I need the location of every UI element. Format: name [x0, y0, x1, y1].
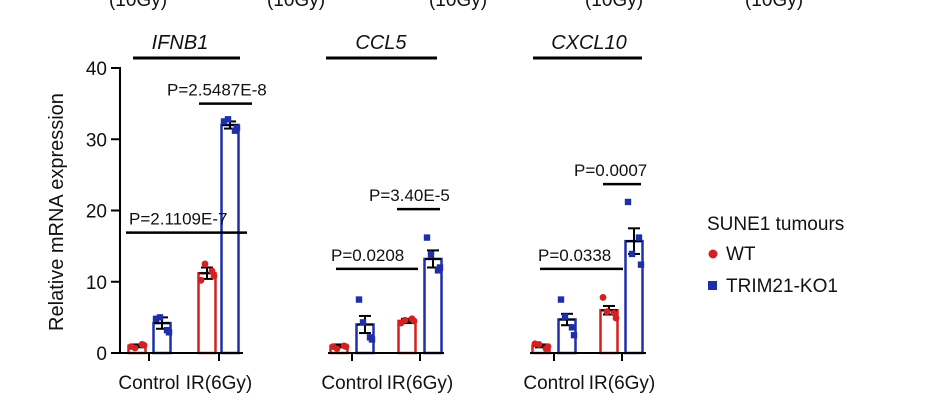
data-point [427, 251, 435, 258]
data-point [561, 313, 569, 320]
data-point [570, 331, 578, 339]
top-clipped-labels: (10Gy) (10Gy) (10Gy) (10Gy) (10Gy) [109, 0, 803, 11]
data-point [544, 343, 552, 350]
y-axis: 0 10 20 30 40 [86, 59, 121, 365]
x-tick-label: Control [523, 373, 584, 394]
x-tick-label: Control [118, 373, 179, 394]
legend: SUNE1 tumours WT TRIM21-KO1 [707, 214, 844, 297]
data-point [165, 329, 173, 336]
gene-title: CCL5 [355, 32, 407, 54]
data-point [423, 234, 431, 241]
p-value-label: P=0.0338 [538, 246, 611, 265]
data-point [333, 345, 341, 353]
x-tick-label: IR(6Gy) [589, 373, 656, 394]
top-clipped-label: (10Gy) [585, 0, 643, 11]
p-value-label: P=2.5487E-8 [167, 81, 267, 100]
y-axis-label: Relative mRNA expression [46, 93, 68, 331]
panel-cxcl10: CXCL10 Control IR(6Gy) P=0.0338 P=0.0007 [523, 32, 655, 394]
data-point [140, 341, 148, 349]
p-value-label: P=2.1109E-7 [129, 210, 227, 229]
gene-title: IFNB1 [152, 32, 209, 54]
data-point [224, 116, 232, 123]
data-point [637, 261, 645, 268]
data-point [401, 316, 409, 324]
data-point [624, 198, 632, 206]
data-point [628, 250, 636, 258]
legend-marker [708, 281, 717, 290]
p-value-label: P=0.0007 [574, 161, 647, 180]
data-point [635, 234, 643, 241]
data-point [436, 264, 444, 271]
data-point [210, 272, 218, 280]
top-clipped-label: (10Gy) [745, 0, 803, 11]
x-tick-label: IR(6Gy) [186, 373, 253, 394]
data-point [131, 344, 139, 352]
data-point [612, 314, 620, 322]
bar [624, 239, 644, 355]
data-point [535, 341, 543, 348]
data-point [410, 317, 418, 325]
data-point [568, 324, 576, 331]
bar [197, 271, 217, 355]
x-tick-label: Control [321, 373, 382, 394]
top-clipped-label: (10Gy) [267, 0, 325, 11]
p-value-label: P=0.0208 [331, 246, 404, 265]
top-clipped-label: (10Gy) [109, 0, 167, 11]
data-point [201, 260, 209, 268]
data-point [557, 296, 565, 303]
x-tick-label: IR(6Gy) [387, 373, 454, 394]
panel-ccl5: CCL5 Control IR(6Gy) P=0.0208 P=3.40E-5 [321, 32, 453, 394]
bar [220, 123, 240, 355]
data-point [342, 343, 350, 350]
data-point [220, 118, 228, 125]
y-tick-label: 10 [86, 273, 107, 294]
data-point [599, 294, 607, 301]
data-point [197, 276, 205, 284]
panel-ifnb1: IFNB1 Control IR(6Gy) P=2.1109E-7 P=2.5487E-… [118, 32, 266, 394]
legend-title: SUNE1 tumours [707, 214, 844, 235]
data-point [233, 124, 241, 132]
legend-marker [708, 249, 718, 259]
data-point [603, 308, 611, 316]
legend-label: WT [726, 244, 756, 265]
top-clipped-label: (10Gy) [429, 0, 487, 11]
data-point [152, 315, 160, 322]
legend-label: TRIM21-KO1 [726, 276, 838, 297]
y-tick-label: 30 [86, 130, 107, 151]
y-tick-label: 0 [96, 344, 107, 365]
y-tick-label: 40 [86, 59, 107, 80]
data-point [368, 336, 376, 343]
data-point [355, 296, 363, 303]
data-point [359, 319, 367, 326]
data-point [156, 314, 164, 321]
gene-title: CXCL10 [551, 32, 627, 54]
y-tick-label: 20 [86, 202, 107, 223]
p-value-label: P=3.40E-5 [369, 186, 450, 205]
